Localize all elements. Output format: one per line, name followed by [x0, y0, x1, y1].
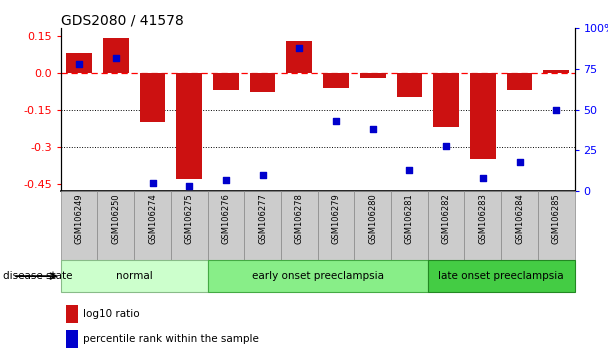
Text: GSM106280: GSM106280 [368, 193, 377, 244]
FancyBboxPatch shape [317, 191, 354, 260]
Text: GSM106249: GSM106249 [75, 193, 84, 244]
FancyBboxPatch shape [61, 191, 97, 260]
Point [294, 45, 304, 51]
Text: normal: normal [116, 271, 153, 281]
Text: GSM106250: GSM106250 [111, 193, 120, 244]
Text: GSM106274: GSM106274 [148, 193, 157, 244]
Text: GSM106283: GSM106283 [478, 193, 488, 244]
FancyBboxPatch shape [97, 191, 134, 260]
Bar [286, 41, 312, 73]
Text: GSM106276: GSM106276 [221, 193, 230, 244]
FancyBboxPatch shape [501, 191, 538, 260]
FancyBboxPatch shape [207, 260, 428, 292]
Bar [396, 73, 423, 97]
Point [221, 177, 231, 183]
Bar [506, 73, 533, 90]
Point [258, 172, 268, 178]
FancyBboxPatch shape [465, 191, 501, 260]
Text: GSM106282: GSM106282 [441, 193, 451, 244]
FancyBboxPatch shape [391, 191, 428, 260]
Bar [360, 73, 385, 78]
Bar [434, 73, 459, 127]
Bar [66, 53, 92, 73]
Bar [470, 73, 496, 159]
Bar [66, 305, 78, 323]
FancyBboxPatch shape [207, 191, 244, 260]
Text: GSM106279: GSM106279 [331, 193, 340, 244]
Point [478, 175, 488, 181]
Bar [323, 73, 349, 87]
FancyBboxPatch shape [134, 191, 171, 260]
Text: GSM106275: GSM106275 [185, 193, 194, 244]
FancyBboxPatch shape [244, 191, 281, 260]
Point [514, 159, 524, 165]
Text: log10 ratio: log10 ratio [83, 309, 140, 319]
Text: GSM106281: GSM106281 [405, 193, 414, 244]
FancyBboxPatch shape [171, 191, 207, 260]
Text: GSM106285: GSM106285 [551, 193, 561, 244]
Text: early onset preeclampsia: early onset preeclampsia [252, 271, 384, 281]
Bar [103, 38, 129, 73]
Text: percentile rank within the sample: percentile rank within the sample [83, 334, 259, 344]
FancyBboxPatch shape [281, 191, 317, 260]
Point [551, 107, 561, 113]
FancyBboxPatch shape [428, 191, 465, 260]
Bar [250, 73, 275, 92]
Point [184, 183, 194, 189]
Point [111, 55, 121, 61]
Text: late onset preeclampsia: late onset preeclampsia [438, 271, 564, 281]
Text: disease state: disease state [3, 271, 72, 281]
Point [441, 143, 451, 148]
Point [148, 180, 157, 186]
Bar [140, 73, 165, 122]
Bar [176, 73, 202, 179]
Text: GSM106277: GSM106277 [258, 193, 267, 244]
FancyBboxPatch shape [428, 260, 575, 292]
Text: GSM106284: GSM106284 [515, 193, 524, 244]
FancyBboxPatch shape [538, 191, 575, 260]
FancyBboxPatch shape [61, 260, 207, 292]
Point [404, 167, 414, 173]
Text: GSM106278: GSM106278 [295, 193, 304, 244]
Bar [544, 70, 569, 73]
Point [331, 118, 341, 124]
FancyBboxPatch shape [354, 191, 391, 260]
Point [368, 126, 378, 132]
Bar [213, 73, 239, 90]
Text: GDS2080 / 41578: GDS2080 / 41578 [61, 13, 184, 27]
Point [74, 61, 84, 67]
Bar [66, 330, 78, 348]
